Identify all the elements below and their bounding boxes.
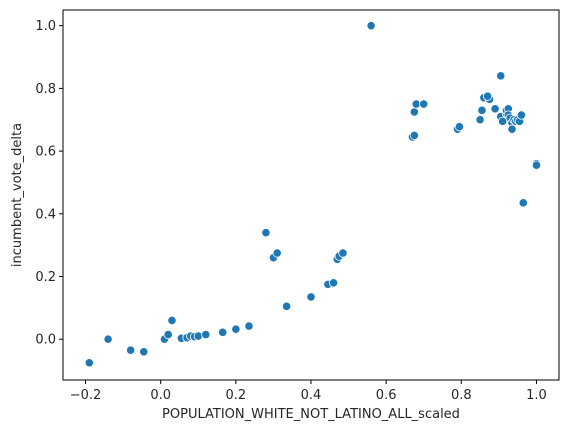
- points-layer: [84, 21, 542, 368]
- data-point: [454, 122, 465, 132]
- y-tick-label: 0.8: [35, 82, 56, 97]
- x-tick-label: 0.0: [150, 388, 171, 403]
- data-point: [193, 331, 203, 341]
- data-point: [496, 71, 506, 81]
- data-point: [475, 115, 485, 125]
- data-point: [218, 327, 228, 337]
- data-point: [231, 324, 241, 334]
- x-axis-ticks: −0.2 0.0 0.2 0.4 0.6 0.8 1.0: [70, 380, 547, 403]
- data-point: [518, 198, 528, 208]
- data-point: [139, 347, 149, 357]
- y-tick-label: 0.4: [35, 207, 56, 222]
- y-axis-label: incumbent_vote_delta: [10, 123, 25, 267]
- data-point: [103, 334, 113, 344]
- y-axis-ticks: 0.0 0.2 0.4 0.6 0.8 1.0: [35, 19, 63, 348]
- data-point: [328, 278, 339, 288]
- data-point: [281, 301, 292, 311]
- x-tick-label: 1.0: [526, 388, 547, 403]
- data-point: [338, 248, 348, 258]
- data-point: [244, 321, 254, 331]
- x-tick-label: 0.2: [226, 388, 247, 403]
- data-point: [507, 124, 517, 134]
- data-point: [409, 130, 419, 141]
- x-tick-label: −0.2: [70, 388, 102, 403]
- data-point: [490, 104, 500, 114]
- data-point: [163, 329, 173, 340]
- plot-frame: [62, 9, 560, 381]
- data-point: [306, 292, 316, 302]
- data-point: [167, 315, 177, 326]
- x-tick-label: 0.4: [301, 388, 322, 403]
- data-point: [483, 91, 493, 101]
- data-point: [272, 248, 282, 258]
- data-point: [201, 329, 211, 340]
- y-tick-label: 0.6: [35, 145, 56, 160]
- y-tick-label: 1.0: [35, 19, 56, 34]
- data-point: [419, 99, 429, 109]
- data-point: [531, 160, 542, 170]
- y-tick-label: 0.0: [35, 333, 56, 348]
- data-point: [84, 358, 94, 368]
- data-point: [477, 105, 487, 115]
- x-axis-label: POPULATION_WHITE_NOT_LATINO_ALL_scaled: [162, 407, 460, 422]
- data-point: [261, 228, 271, 238]
- data-point: [516, 110, 527, 120]
- y-tick-label: 0.2: [35, 270, 56, 285]
- x-tick-label: 0.6: [376, 388, 397, 403]
- data-point: [409, 107, 419, 117]
- x-tick-label: 0.8: [451, 388, 472, 403]
- data-point: [126, 345, 136, 355]
- data-point: [366, 21, 376, 31]
